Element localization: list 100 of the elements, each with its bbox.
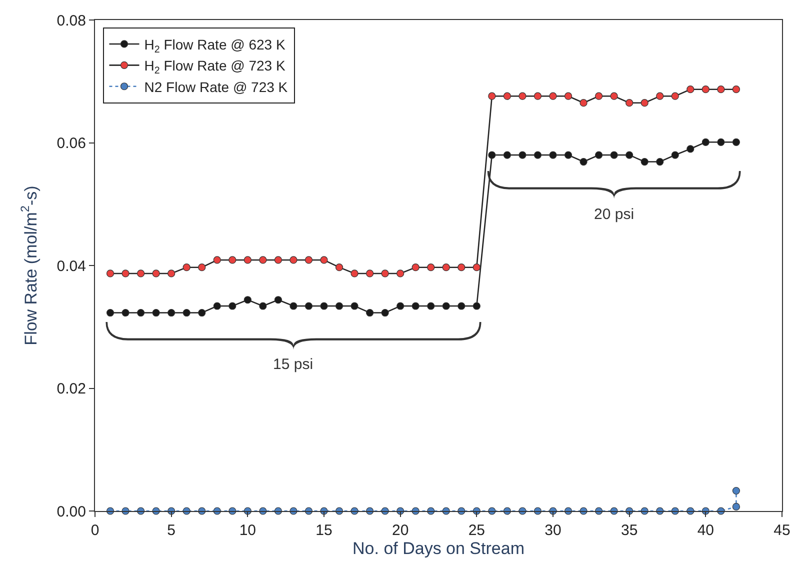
point	[427, 264, 435, 272]
point	[686, 86, 694, 94]
point	[198, 308, 206, 317]
x-tick-label: 35	[620, 522, 638, 539]
point	[610, 151, 618, 159]
point	[640, 158, 648, 166]
legend-label: H$_{2}$ Flow Rate @ 723 K	[144, 58, 286, 77]
point	[106, 270, 114, 278]
point	[518, 151, 526, 159]
point	[549, 92, 557, 100]
point	[732, 86, 740, 94]
point	[702, 86, 710, 94]
point	[259, 302, 267, 310]
point	[244, 256, 252, 264]
point	[366, 270, 374, 278]
point	[182, 308, 190, 317]
point	[503, 92, 511, 100]
point	[442, 302, 450, 310]
point	[182, 264, 190, 272]
y-tick-label: 0.06	[56, 135, 86, 152]
point	[137, 270, 145, 278]
point	[168, 270, 176, 278]
y-tick-label: 0.04	[56, 258, 86, 275]
point	[564, 151, 572, 159]
point	[595, 151, 603, 159]
x-tick-label: 20	[392, 522, 409, 539]
x-tick-label: 0	[90, 522, 100, 539]
point	[610, 92, 618, 100]
point	[534, 92, 542, 100]
point	[366, 308, 374, 317]
x-tick-label: 30	[544, 522, 562, 539]
point	[488, 151, 496, 159]
point	[396, 302, 404, 310]
point	[640, 99, 648, 107]
point	[320, 256, 328, 264]
point	[534, 151, 542, 159]
point	[320, 302, 328, 310]
point	[458, 264, 466, 272]
point	[702, 138, 710, 146]
point	[656, 92, 664, 100]
point	[458, 302, 466, 310]
y-tick-label: 0.02	[56, 380, 86, 398]
point	[580, 99, 588, 107]
point	[137, 308, 145, 317]
point	[518, 92, 526, 100]
point	[168, 308, 176, 317]
point	[412, 302, 420, 310]
point	[122, 308, 130, 317]
point	[350, 302, 358, 310]
point	[152, 270, 160, 278]
point	[228, 256, 236, 264]
y-tick-label: 0.08	[56, 12, 86, 30]
point	[244, 296, 252, 304]
point	[213, 302, 221, 310]
point	[198, 264, 206, 272]
point	[412, 264, 420, 272]
point	[472, 302, 480, 310]
point	[717, 86, 725, 94]
point	[274, 296, 282, 304]
point	[488, 92, 496, 100]
point	[472, 264, 480, 272]
point	[671, 151, 679, 159]
point	[335, 302, 344, 310]
point	[213, 256, 221, 264]
point	[671, 92, 679, 100]
x-tick-label: 10	[239, 522, 256, 539]
point	[686, 145, 694, 153]
y-tick-label: 0.00	[56, 503, 86, 520]
point	[595, 92, 603, 100]
point	[152, 308, 160, 317]
point	[656, 158, 664, 166]
point	[335, 264, 344, 272]
point	[228, 302, 236, 310]
x-axis-title: No. of Days on Stream	[352, 539, 524, 558]
x-tick-label: 15	[316, 522, 332, 539]
point	[626, 151, 634, 159]
point	[396, 270, 404, 278]
point	[304, 302, 313, 310]
point	[274, 256, 282, 264]
point	[626, 99, 634, 107]
x-tick-label: 25	[468, 522, 486, 539]
point	[350, 270, 358, 278]
point	[106, 308, 114, 317]
point	[503, 151, 511, 159]
point	[122, 270, 130, 278]
point	[717, 138, 725, 146]
annotation: 20 psi	[594, 206, 634, 223]
point	[290, 302, 298, 310]
point	[381, 308, 389, 317]
point	[304, 256, 313, 264]
point	[580, 158, 588, 166]
x-tick-label: 40	[697, 522, 714, 539]
legend-label: N2 Flow Rate @ 723 K	[144, 78, 288, 95]
x-tick-label: 5	[167, 522, 176, 539]
point	[549, 151, 557, 159]
legend-label: H$_{2}$ Flow Rate @ 623 K	[144, 36, 286, 56]
point	[290, 256, 298, 264]
annotation: 15 psi	[273, 356, 314, 373]
point	[381, 270, 389, 278]
x-tick-label: 45	[774, 522, 790, 539]
